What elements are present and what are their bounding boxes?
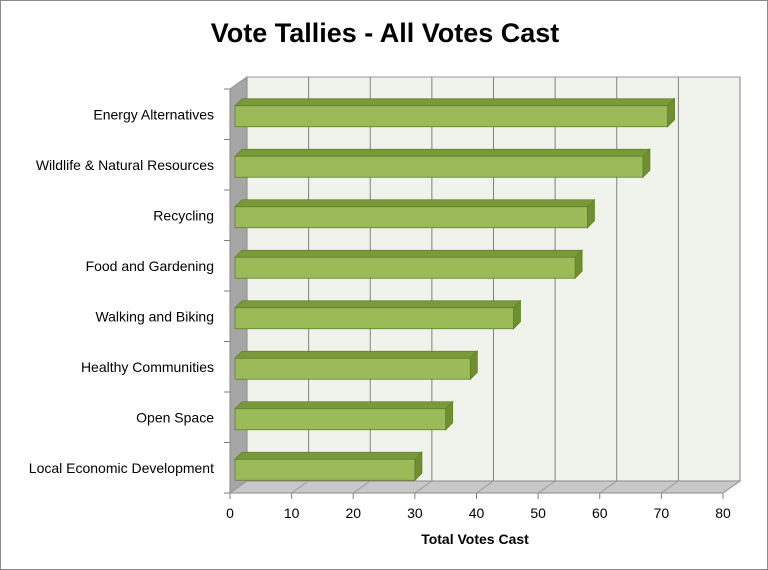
chart-title: Vote Tallies - All Votes Cast: [211, 18, 560, 48]
bar-6: [234, 400, 454, 431]
bar-top-2: [234, 199, 596, 208]
x-tick-label: 50: [530, 505, 546, 521]
floor-gridline-40: [476, 480, 494, 494]
bar-1: [234, 148, 651, 179]
x-tick-label: 40: [469, 505, 485, 521]
bar-top-3: [234, 249, 584, 258]
bar-top-4: [234, 300, 522, 309]
floor-gridline-80: [722, 480, 741, 494]
floor-gridline-60: [599, 480, 618, 494]
category-label: Energy Alternatives: [93, 106, 214, 122]
bar-front-0: [234, 105, 668, 128]
bar-front-1: [234, 155, 644, 178]
side-wall: [229, 76, 248, 494]
category-label: Local Economic Development: [29, 460, 214, 476]
bar-0: [234, 97, 676, 128]
category-label: Healthy Communities: [81, 359, 214, 375]
bar-front-4: [234, 307, 514, 330]
bar-2: [234, 198, 596, 229]
floor-gridline-10: [291, 480, 309, 494]
bar-top-7: [234, 451, 423, 460]
category-label: Wildlife & Natural Resources: [36, 157, 214, 173]
bar-top-5: [234, 350, 479, 359]
bar-front-5: [234, 357, 471, 380]
y-axis-labels: Energy Alternatives Wildlife & Natural Re…: [29, 106, 214, 476]
bar-5: [234, 350, 479, 381]
chart-walls: [228, 76, 742, 494]
bars: [234, 97, 676, 482]
bar-7: [234, 451, 423, 482]
x-axis-labels: 0 10 20 30 40 50 60 70 80: [226, 505, 731, 521]
x-tick-label: 20: [345, 505, 361, 521]
bar-4: [234, 299, 522, 330]
x-tick-label: 0: [226, 505, 234, 521]
floor-gridline-20: [352, 480, 371, 494]
x-tick-label: 30: [407, 505, 423, 521]
category-label: Food and Gardening: [86, 258, 214, 274]
bar-front-2: [234, 206, 588, 229]
bar-top-6: [234, 401, 454, 410]
category-label: Walking and Biking: [95, 308, 214, 324]
floor-gridline-30: [414, 480, 433, 494]
x-tick-label: 80: [715, 505, 731, 521]
bar-front-3: [234, 256, 576, 279]
category-label: Open Space: [136, 409, 214, 425]
bar-front-7: [234, 458, 416, 481]
bar-3: [234, 249, 584, 280]
bar-front-6: [234, 408, 447, 431]
x-tick-label: 10: [284, 505, 300, 521]
x-tick-label: 60: [592, 505, 608, 521]
floor-gridline-70: [661, 480, 679, 494]
category-label: Recycling: [153, 207, 214, 223]
floor-gridline-0: [229, 480, 248, 494]
x-axis-title: Total Votes Cast: [421, 531, 529, 547]
bar-top-1: [234, 148, 651, 157]
x-tick-label: 70: [654, 505, 670, 521]
floor-gridline-50: [537, 480, 556, 494]
bar-top-0: [234, 98, 676, 107]
